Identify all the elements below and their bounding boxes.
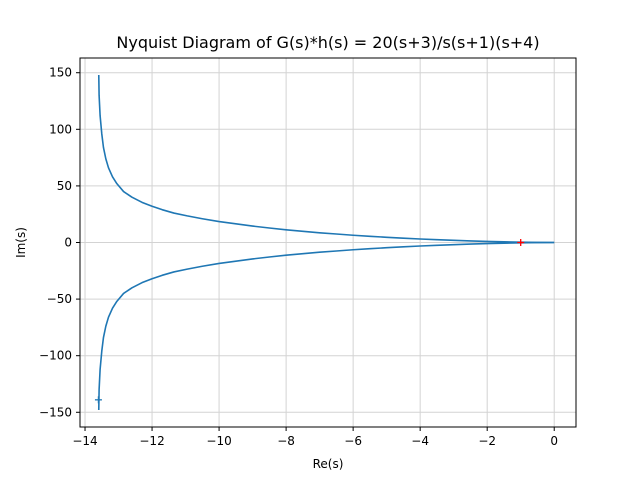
y-tick-label: 100 [49,122,72,136]
y-axis-label: Im(s) [14,227,28,258]
grid [80,58,576,427]
x-axis-label: Re(s) [313,457,344,471]
y-tick-label: −150 [39,405,72,419]
plus-marker-0 [517,239,525,246]
x-tick-label: 0 [550,434,558,448]
chart-title: Nyquist Diagram of G(s)*h(s) = 20(s+3)/s… [116,33,539,52]
x-tick-label: −12 [139,434,164,448]
x-tick-label: −4 [411,434,429,448]
nyquist-curve-1 [97,74,555,244]
x-tick-label: −2 [478,434,496,448]
y-tick-label: −100 [39,349,72,363]
y-tick-label: 50 [57,179,72,193]
ticks: −14 −12 −10 −8 −6 −4 −2 0 −150 −100 −50 0 50 100 150 [39,66,558,448]
plot-area [94,74,555,411]
nyquist-curve-0 [97,241,555,411]
plus-marker-1 [94,396,102,404]
x-tick-label: −10 [206,434,231,448]
x-tick-label: −8 [277,434,295,448]
y-tick-label: −50 [47,292,72,306]
y-tick-label: 150 [49,66,72,80]
x-tick-label: −6 [344,434,362,448]
y-tick-label: 0 [64,236,72,250]
x-tick-label: −14 [72,434,97,448]
